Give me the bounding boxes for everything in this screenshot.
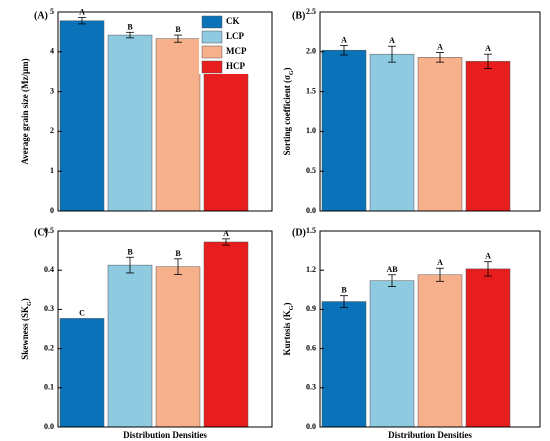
y-axis-title-subscript: G xyxy=(289,70,295,75)
significance-label-hcp: A xyxy=(485,252,491,261)
legend-swatch-hcp xyxy=(201,60,223,74)
y-tick-label: 1 xyxy=(50,166,54,175)
legend-swatch-mcp xyxy=(201,45,223,59)
y-axis-title-end: ) xyxy=(282,67,292,70)
significance-label-mcp: A xyxy=(437,43,443,52)
y-tick-label: 1.2 xyxy=(306,265,316,274)
chart-panel-3: (C) C B B A 0.0 0.1 0.2 0.3 0.4 0.5 Skewness (SKG) D… xyxy=(20,226,273,440)
y-tick-label: 2.5 xyxy=(306,7,316,16)
chart-panel-2: (B) A A A A 0.0 0.5 1.0 1.5 2.0 2.5 Sorting coeffic… xyxy=(282,7,541,215)
legend-label-mcp: MCP xyxy=(226,46,247,56)
y-axis-title: Kurtosis (KG) xyxy=(282,303,295,356)
x-axis-title: Distribution Densities xyxy=(388,430,472,440)
y-tick-label: 1.5 xyxy=(306,226,316,235)
y-tick-label: 0.0 xyxy=(306,422,316,431)
significance-label-lcp: B xyxy=(127,22,133,31)
significance-label-mcp: B xyxy=(175,249,181,258)
y-tick-label: 0 xyxy=(50,206,54,215)
bar-mcp xyxy=(417,57,463,212)
bar-ck xyxy=(59,318,105,428)
legend-label-ck: CK xyxy=(226,16,240,26)
y-tick-label: 0.5 xyxy=(306,166,316,175)
y-tick-label: 2.0 xyxy=(306,47,316,56)
legend-swatch-ck xyxy=(201,15,223,29)
panel-label: (D) xyxy=(292,227,306,238)
significance-label-lcp: A xyxy=(389,36,395,45)
bar-mcp xyxy=(155,266,201,428)
y-tick-label: 0.9 xyxy=(306,304,316,313)
y-axis-title-subscript: G xyxy=(289,305,295,310)
plot-frame xyxy=(319,230,541,428)
y-axis-title-text: Skewness (SK xyxy=(20,306,30,360)
bar-hcp xyxy=(203,241,249,428)
y-tick-label: 1.5 xyxy=(306,86,316,95)
significance-label-mcp: A xyxy=(437,258,443,267)
y-tick-label: 0.5 xyxy=(44,226,54,235)
significance-label-lcp: B xyxy=(127,247,133,256)
bar-lcp xyxy=(107,34,153,212)
bar-hcp xyxy=(465,61,511,212)
y-tick-label: 0.0 xyxy=(306,206,316,215)
bar-mcp xyxy=(155,38,201,212)
y-tick-label: 4 xyxy=(50,47,54,56)
significance-label-hcp: A xyxy=(223,229,229,238)
y-tick-label: 5 xyxy=(50,7,54,16)
panel-label: (C) xyxy=(34,227,48,238)
y-axis-title-text: Average grain size (Mz/μm) xyxy=(20,58,30,164)
bar-hcp xyxy=(465,268,511,428)
plot-frame xyxy=(57,230,273,428)
y-tick-label: 3 xyxy=(50,86,54,95)
bar-ck xyxy=(321,301,367,428)
significance-label-lcp: AB xyxy=(386,265,398,274)
plot-frame xyxy=(319,11,541,212)
legend-label-hcp: HCP xyxy=(226,61,246,71)
bar-mcp xyxy=(417,274,463,428)
panel-label: (B) xyxy=(292,10,305,21)
significance-label-ck: B xyxy=(341,286,347,295)
bar-lcp xyxy=(107,264,153,428)
y-tick-label: 0.1 xyxy=(44,383,54,392)
y-axis-title-end: ) xyxy=(20,298,30,301)
bar-lcp xyxy=(369,53,415,212)
y-axis-title: Skewness (SKG) xyxy=(20,298,33,359)
significance-label-ck: C xyxy=(79,308,85,317)
legend-swatch-lcp xyxy=(201,30,223,44)
bar-ck xyxy=(59,20,105,212)
significance-label-ck: A xyxy=(341,35,347,44)
y-tick-label: 0.3 xyxy=(306,383,316,392)
y-axis-title-subscript: G xyxy=(27,301,33,306)
x-axis-title: Distribution Densities xyxy=(123,430,207,440)
significance-label-hcp: A xyxy=(485,44,491,53)
significance-label-mcp: B xyxy=(175,25,181,34)
y-tick-label: 0.0 xyxy=(44,422,54,431)
chart-panel-4: (D) B AB A A 0.0 0.3 0.6 0.9 1.2 1.5 Kurtosis (KG) D… xyxy=(282,226,541,440)
y-axis-title-text: Kurtosis (K xyxy=(282,310,292,355)
y-axis-title-text: Sorting coefficient (σ xyxy=(282,75,292,155)
bar-ck xyxy=(321,49,367,212)
y-axis-title-end: ) xyxy=(282,303,292,306)
y-tick-label: 2 xyxy=(50,126,54,135)
y-axis-title: Average grain size (Mz/μm) xyxy=(20,58,30,164)
y-tick-label: 0.2 xyxy=(44,343,54,352)
y-tick-label: 1.0 xyxy=(306,126,316,135)
panel-label: (A) xyxy=(34,10,48,21)
legend-label-lcp: LCP xyxy=(226,31,245,41)
legend: CK LCP MCP HCP xyxy=(199,14,271,74)
bar-lcp xyxy=(369,280,415,428)
y-tick-label: 0.4 xyxy=(44,265,54,274)
y-axis-title: Sorting coefficient (σG) xyxy=(282,67,295,155)
y-tick-label: 0.6 xyxy=(306,343,316,352)
y-tick-label: 0.3 xyxy=(44,304,54,313)
plot-frame xyxy=(57,11,273,212)
